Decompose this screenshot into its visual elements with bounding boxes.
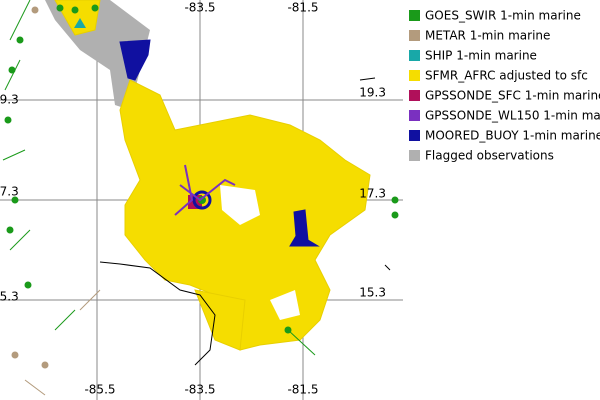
- gpssonde-obs: [174, 164, 236, 216]
- sfmr-gaps: [220, 185, 300, 320]
- legend-label: MOORED_BUOY 1-min marine: [425, 129, 600, 143]
- legend-swatch: [409, 30, 420, 41]
- legend-swatch: [409, 110, 420, 121]
- lat-label: 15.3: [0, 290, 19, 304]
- legend-swatch: [409, 130, 420, 141]
- legend-label: SHIP 1-min marine: [425, 49, 537, 63]
- legend: GOES_SWIR 1-min marine METAR 1-min marine…: [409, 9, 600, 163]
- legend-label: SFMR_AFRC adjusted to sfc: [425, 69, 588, 83]
- goes-obs: [2, 0, 399, 356]
- legend-label: GOES_SWIR 1-min marine: [425, 9, 581, 23]
- moored-buoy-obs: [119, 39, 320, 247]
- ship-obs: [74, 18, 86, 28]
- legend-label: Flagged observations: [425, 149, 554, 163]
- legend-label: GPSSONDE_SFC 1-min marine: [425, 89, 600, 103]
- lon-label: -85.5: [84, 383, 115, 397]
- lat-label: 19.3: [359, 86, 386, 100]
- lat-label: 15.3: [359, 286, 386, 300]
- lat-label: 17.3: [359, 187, 386, 201]
- lat-label: 17.3: [0, 185, 19, 199]
- map-area: [0, 0, 403, 400]
- legend-label: METAR 1-min marine: [425, 29, 550, 43]
- lon-label: -81.5: [287, 1, 318, 15]
- legend-swatch: [409, 150, 420, 161]
- legend-swatch: [409, 70, 420, 81]
- lon-label: -83.5: [184, 1, 215, 15]
- graticule-labels: -83.5 -81.5 -85.5 -83.5 -81.5 19.3 17.3 15.3 19.…: [0, 1, 386, 397]
- coastline: [99, 77, 391, 366]
- legend-label: GPSSONDE_WL150 1-min marine: [425, 109, 600, 123]
- legend-swatch: [409, 10, 420, 21]
- metar-obs: [11, 6, 101, 396]
- lon-label: -83.5: [184, 383, 215, 397]
- lat-label: 19.3: [0, 93, 19, 107]
- legend-swatch: [409, 90, 420, 101]
- lon-label: -81.5: [287, 383, 318, 397]
- legend-swatch: [409, 50, 420, 61]
